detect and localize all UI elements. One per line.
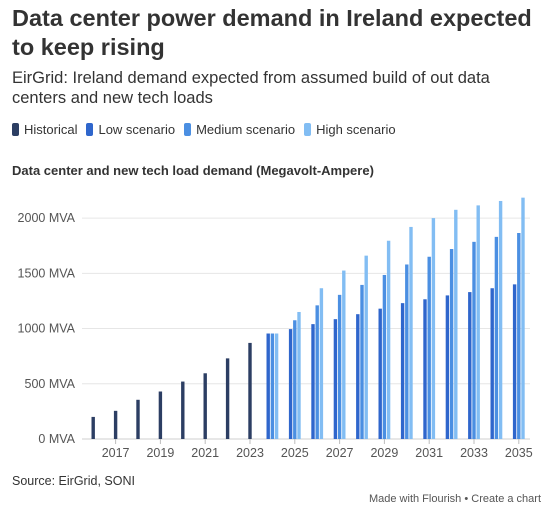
bar-low-scenario[interactable] — [468, 292, 472, 439]
legend-label-high-scenario: High scenario — [316, 122, 396, 137]
bar-low-scenario[interactable] — [445, 295, 450, 439]
y-axis-ticks: 0 MVA 500 MVA 1000 MVA 1500 MVA 2000 MVA — [18, 211, 76, 446]
y-tick-label: 2000 MVA — [18, 211, 76, 225]
made-with-flourish-link[interactable]: Made with Flourish — [368, 493, 462, 505]
legend-label-low-scenario: Low scenario — [98, 122, 176, 137]
bar-high-scenario[interactable] — [297, 311, 301, 439]
bar-historical[interactable] — [158, 391, 163, 439]
bar-high-scenario[interactable] — [386, 240, 391, 439]
bar-low-scenario[interactable] — [378, 308, 382, 439]
bar-low-scenario[interactable] — [333, 319, 338, 439]
bar-high-scenario[interactable] — [476, 205, 480, 439]
x-tick-label: 2023 — [236, 446, 264, 460]
x-tick-label: 2027 — [326, 446, 354, 460]
bar-high-scenario[interactable] — [364, 255, 368, 439]
bars — [91, 197, 525, 439]
bar-low-scenario[interactable] — [490, 288, 494, 439]
bar-high-scenario[interactable] — [274, 333, 279, 439]
bar-low-scenario[interactable] — [423, 299, 427, 439]
legend-label-medium-scenario: Medium scenario — [196, 122, 296, 137]
page-subtitle: EirGrid: Ireland demand expected from as… — [12, 69, 490, 107]
y-tick-label: 0 MVA — [38, 432, 75, 446]
create-chart-link[interactable]: Create a chart — [471, 493, 541, 505]
bar-medium-scenario[interactable] — [315, 305, 319, 439]
bar-low-scenario[interactable] — [288, 329, 293, 439]
bar-high-scenario[interactable] — [342, 270, 346, 439]
footer-separator: • — [464, 493, 469, 505]
bar-medium-scenario[interactable] — [494, 236, 499, 439]
bar-high-scenario[interactable] — [521, 197, 525, 439]
legend-item-historical[interactable]: Historical — [12, 122, 77, 137]
x-tick-label: 2019 — [146, 446, 174, 460]
bar-low-scenario[interactable] — [512, 284, 517, 439]
legend: Historical Low scenario Medium scenario … — [12, 122, 405, 137]
bar-low-scenario[interactable] — [400, 303, 405, 439]
bar-historical[interactable] — [248, 342, 252, 439]
y-tick-label: 500 MVA — [25, 377, 76, 391]
legend-item-high-scenario[interactable]: High scenario — [304, 122, 396, 137]
x-tick-label: 2017 — [102, 446, 130, 460]
bar-historical[interactable] — [181, 381, 185, 439]
x-tick-label: 2031 — [415, 446, 443, 460]
bar-medium-scenario[interactable] — [360, 284, 364, 439]
bar-high-scenario[interactable] — [431, 218, 436, 439]
bar-historical[interactable] — [91, 416, 95, 439]
bar-historical[interactable] — [136, 399, 140, 439]
bar-medium-scenario[interactable] — [293, 320, 297, 439]
bar-medium-scenario[interactable] — [270, 333, 275, 439]
page-title: Data center power demand in Ireland expe… — [12, 5, 532, 60]
grid-lines — [82, 217, 530, 440]
x-tick-label: 2021 — [191, 446, 219, 460]
bar-historical[interactable] — [113, 410, 118, 439]
bar-medium-scenario[interactable] — [405, 264, 409, 439]
bar-medium-scenario[interactable] — [382, 274, 387, 439]
footer: Made with Flourish • Create a chart — [369, 493, 541, 505]
bar-medium-scenario[interactable] — [337, 294, 342, 439]
legend-swatch-low-scenario — [86, 123, 94, 136]
bar-medium-scenario[interactable] — [472, 241, 476, 439]
x-tick-label: 2029 — [370, 446, 398, 460]
legend-item-low-scenario[interactable]: Low scenario — [86, 122, 175, 137]
bar-low-scenario[interactable] — [311, 324, 315, 439]
bar-low-scenario[interactable] — [266, 333, 270, 439]
bar-medium-scenario[interactable] — [517, 233, 521, 439]
bar-historical[interactable] — [225, 358, 230, 439]
legend-label-historical: Historical — [24, 122, 78, 137]
bar-high-scenario[interactable] — [498, 200, 503, 439]
bar-low-scenario[interactable] — [356, 314, 360, 439]
source-note: Source: EirGrid, SONI — [12, 474, 135, 488]
x-axis-ticks: 2017 2019 2021 2023 2025 2027 2029 2031 2033 2035 — [102, 439, 533, 460]
legend-swatch-high-scenario — [304, 123, 312, 136]
bar-medium-scenario[interactable] — [449, 249, 454, 439]
bar-high-scenario[interactable] — [319, 288, 324, 439]
legend-item-medium-scenario[interactable]: Medium scenario — [184, 122, 295, 137]
legend-swatch-medium-scenario — [184, 123, 192, 136]
chart-title: Data center and new tech load demand (Me… — [12, 163, 374, 178]
x-tick-label: 2035 — [505, 446, 533, 460]
bar-high-scenario[interactable] — [409, 226, 413, 439]
y-tick-label: 1500 MVA — [18, 266, 76, 280]
x-tick-label: 2025 — [281, 446, 309, 460]
bar-high-scenario[interactable] — [454, 209, 458, 439]
y-tick-label: 1000 MVA — [18, 322, 76, 336]
bar-historical[interactable] — [203, 373, 207, 439]
legend-swatch-historical — [12, 123, 19, 136]
x-tick-label: 2033 — [460, 446, 488, 460]
bar-medium-scenario[interactable] — [427, 256, 431, 439]
